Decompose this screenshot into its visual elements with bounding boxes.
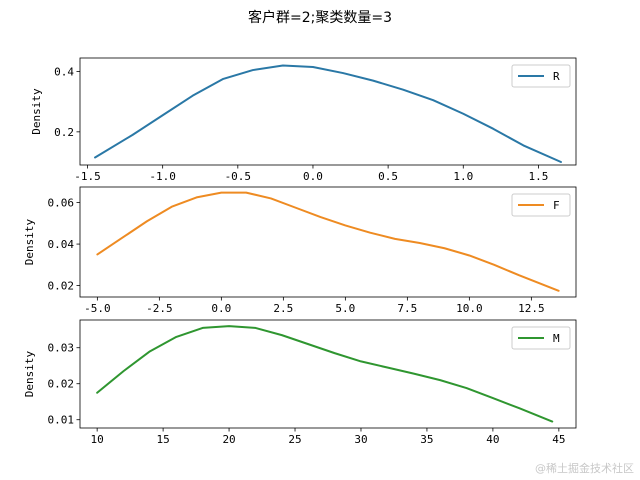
legend: R — [511, 64, 571, 88]
subplots: -1.5 -1.0 -0.5 0.0 0.5 1.0 1.5 0.2 0.4 Density R -5… — [23, 57, 577, 446]
y-tick-label: 0.02 — [48, 280, 75, 293]
axes-frame — [79, 319, 577, 429]
x-tick-label: 20 — [222, 433, 235, 446]
x-tick-label: 1.5 — [528, 170, 548, 183]
series-line-F — [96, 191, 560, 292]
y-tick-label: 0.04 — [48, 238, 75, 251]
x-tick-label: 5.0 — [335, 302, 355, 315]
x-tick-label: 0.0 — [303, 170, 323, 183]
x-tick-label: 2.5 — [273, 302, 293, 315]
x-tick-label: -1.0 — [149, 170, 176, 183]
y-tick-label: 0.02 — [48, 378, 75, 391]
axes-frame — [79, 186, 577, 298]
y-axis-label: Density — [23, 350, 36, 397]
watermark-text: @稀土掘金技术社区 — [535, 461, 634, 475]
x-tick-label: -5.0 — [84, 302, 111, 315]
legend-label: F — [553, 199, 560, 212]
x-tick-label: 0.5 — [378, 170, 398, 183]
y-tick-label: 0.4 — [54, 66, 74, 79]
x-tick-label: -1.5 — [74, 170, 101, 183]
x-tick-label: 12.5 — [518, 302, 545, 315]
subplot-R: -1.5 -1.0 -0.5 0.0 0.5 1.0 1.5 0.2 0.4 Density R — [30, 57, 577, 183]
subplot-M: 10 15 20 25 30 35 40 45 0.01 0.02 0.03 Density M — [23, 319, 577, 446]
x-tick-label: -0.5 — [225, 170, 252, 183]
axes-frame — [79, 57, 577, 166]
x-tick-label: 30 — [354, 433, 367, 446]
legend-label: M — [553, 332, 560, 345]
y-tick-label: 0.2 — [54, 126, 74, 139]
x-tick-label: 35 — [420, 433, 433, 446]
x-tick-label: 15 — [156, 433, 169, 446]
x-tick-label: 45 — [552, 433, 565, 446]
x-tick-label: 10 — [91, 433, 104, 446]
x-tick-label: 0.0 — [211, 302, 231, 315]
legend: F — [511, 193, 571, 217]
subplot-F: -5.0 -2.5 0.0 2.5 5.0 7.5 10.0 12.5 0.02 0.04 0.06… — [23, 186, 577, 315]
y-axis-label: Density — [30, 88, 43, 135]
y-axis-label: Density — [23, 218, 36, 265]
x-tick-label: 7.5 — [397, 302, 417, 315]
x-tick-label: 10.0 — [456, 302, 483, 315]
figure-title: 客户群=2;聚类数量=3 — [248, 9, 392, 26]
series-line-R — [94, 64, 562, 163]
legend-label: R — [553, 70, 560, 83]
legend: M — [511, 326, 571, 350]
x-tick-label: -2.5 — [146, 302, 173, 315]
x-tick-label: 40 — [486, 433, 499, 446]
x-tick-label: 25 — [288, 433, 301, 446]
y-tick-label: 0.01 — [48, 414, 75, 427]
series-line-M — [96, 325, 554, 423]
y-tick-label: 0.03 — [48, 342, 75, 355]
y-tick-label: 0.06 — [48, 197, 75, 210]
x-tick-label: 1.0 — [453, 170, 473, 183]
